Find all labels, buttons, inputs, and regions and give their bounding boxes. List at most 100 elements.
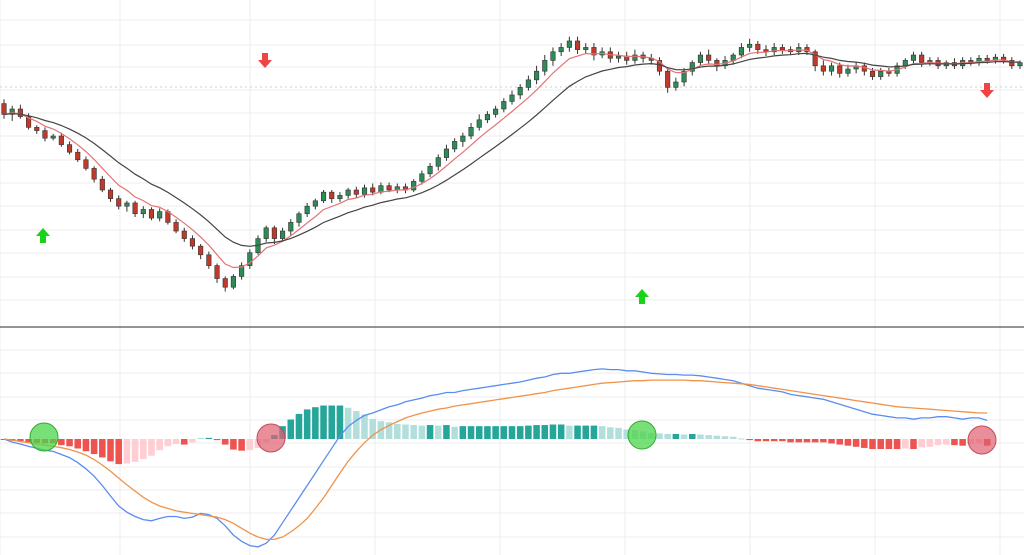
histogram-bar-positive (623, 429, 630, 439)
bull-candle (157, 211, 163, 219)
bear-candle (1, 103, 7, 115)
bull-candle (484, 114, 490, 121)
bear-candle (1009, 60, 1015, 67)
histogram-bar-negative (779, 439, 786, 442)
sell-arrow-icon (980, 83, 994, 98)
histogram-bar-negative (66, 439, 73, 447)
bull-candle (263, 227, 269, 239)
sell-arrow-icon (258, 53, 272, 68)
histogram-bar-positive (459, 426, 467, 439)
bear-candle (66, 144, 73, 153)
histogram-bar-positive (369, 418, 376, 439)
bull-candle (50, 135, 56, 139)
bull-candle (337, 195, 343, 199)
bear-candle (148, 209, 155, 219)
histogram-bar-negative (180, 439, 188, 445)
histogram-bar-positive (590, 425, 598, 439)
bear-candle (26, 116, 32, 128)
histogram-bar-positive (566, 425, 573, 439)
bear-candle (386, 185, 392, 191)
histogram-bar-negative (221, 439, 229, 445)
bear-candle (42, 130, 48, 139)
histogram-bar-positive (410, 425, 417, 439)
histogram-bar-positive (738, 438, 745, 440)
histogram-bar-negative (836, 439, 844, 445)
histogram-bar-positive (320, 405, 327, 439)
histogram-bar-positive (312, 407, 319, 439)
histogram-bar-negative (156, 439, 163, 451)
histogram-bar-positive (500, 426, 508, 439)
histogram-bar-negative (246, 439, 254, 451)
histogram-bar-negative (238, 439, 245, 451)
bull-candle (468, 127, 474, 137)
histogram-bar-negative (811, 439, 819, 443)
bear-candle (755, 43, 761, 50)
histogram-bar-negative (164, 439, 172, 447)
bear-candle (181, 230, 187, 239)
histogram-bar-negative (828, 439, 835, 444)
bullish-crossover-marker (627, 420, 657, 450)
histogram-bar-negative (926, 439, 934, 447)
histogram-bar-positive (492, 426, 499, 439)
histogram-bar-negative (140, 439, 147, 460)
histogram-bar-positive (197, 437, 204, 439)
bear-candle (116, 198, 122, 207)
histogram-bar-negative (58, 439, 65, 446)
bull-candle (902, 60, 908, 67)
signal-line (3, 379, 988, 541)
histogram-bar-negative (107, 439, 114, 462)
macd-line (3, 368, 988, 548)
histogram-bar-negative (902, 439, 909, 449)
bull-candle (517, 87, 523, 96)
bull-candle (583, 47, 589, 50)
histogram-bar-negative (213, 439, 221, 441)
histogram-bar-positive (729, 436, 737, 439)
histogram-bar-negative (885, 439, 893, 450)
histogram-bar-negative (189, 439, 196, 443)
bull-candle (476, 119, 482, 128)
bullish-crossover-marker (29, 422, 59, 452)
histogram-bar-positive (557, 424, 565, 439)
histogram-bar-positive (664, 433, 671, 439)
bear-candle (591, 47, 597, 56)
histogram-bar-negative (861, 439, 868, 448)
buy-arrow-icon (36, 228, 50, 243)
histogram-bar-negative (90, 439, 98, 455)
bear-candle (812, 51, 818, 67)
bull-candle (681, 70, 687, 83)
fast-moving-average-line (3, 49, 1021, 269)
histogram-bar-negative (25, 439, 32, 443)
bear-candle (804, 47, 810, 53)
bull-candle (280, 230, 286, 239)
bull-candle (312, 200, 318, 207)
bull-candle (230, 276, 236, 288)
histogram-bar-positive (721, 436, 729, 439)
bull-candle (910, 54, 917, 61)
histogram-bar-positive (361, 414, 368, 439)
histogram-bar-negative (172, 439, 180, 445)
histogram-bar-negative (754, 439, 762, 442)
histogram-bar-negative (893, 439, 901, 450)
bear-candle (329, 191, 335, 199)
bear-candle (869, 70, 876, 77)
histogram-bar-positive (418, 425, 426, 439)
histogram-bar-positive (402, 424, 409, 439)
bull-candle (558, 47, 564, 53)
bear-candle (665, 70, 671, 88)
bear-candle (222, 278, 228, 288)
bear-candle (574, 40, 581, 50)
bull-candle (1017, 62, 1023, 67)
histogram-bar-positive (328, 405, 336, 439)
bearish-crossover-marker (967, 425, 997, 455)
bear-candle (984, 57, 990, 61)
bear-candle (370, 187, 376, 193)
bear-candle (353, 189, 359, 195)
histogram-bar-negative (148, 439, 155, 456)
bull-candle (501, 101, 507, 110)
bull-candle (493, 108, 499, 115)
histogram-bar-positive (336, 405, 344, 439)
histogram-bar-negative (959, 439, 966, 446)
histogram-bar-positive (344, 407, 352, 439)
histogram-bar-negative (99, 439, 106, 458)
bearish-crossover-marker (256, 423, 286, 453)
